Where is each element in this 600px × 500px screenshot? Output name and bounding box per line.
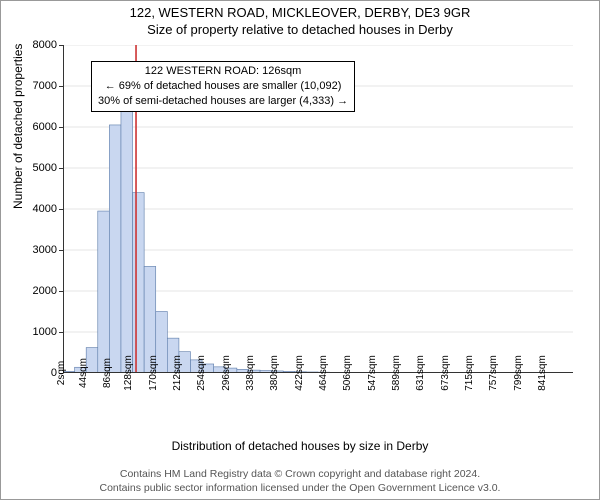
x-tick-label: 757sqm bbox=[484, 355, 499, 391]
x-tick-label: 380sqm bbox=[265, 355, 280, 391]
x-tick-label: 170sqm bbox=[144, 355, 159, 391]
annotation-box: 122 WESTERN ROAD: 126sqm ← 69% of detach… bbox=[91, 61, 355, 112]
footer-line1: Contains HM Land Registry data © Crown c… bbox=[1, 467, 599, 481]
y-axis-label: Number of detached properties bbox=[11, 44, 25, 209]
x-tick-label: 2sqm bbox=[52, 361, 67, 385]
x-tick-label: 506sqm bbox=[338, 355, 353, 391]
chart-title-line1: 122, WESTERN ROAD, MICKLEOVER, DERBY, DE… bbox=[1, 5, 599, 20]
x-tick-label: 673sqm bbox=[436, 355, 451, 391]
x-tick-label: 464sqm bbox=[314, 355, 329, 391]
footer: Contains HM Land Registry data © Crown c… bbox=[1, 467, 599, 495]
x-tick-label: 589sqm bbox=[387, 355, 402, 391]
x-tick-label: 631sqm bbox=[411, 355, 426, 391]
x-tick-label: 86sqm bbox=[98, 358, 113, 388]
x-tick-label: 44sqm bbox=[73, 358, 88, 388]
annotation-line3: 30% of semi-detached houses are larger (… bbox=[98, 94, 348, 109]
annotation-line1: 122 WESTERN ROAD: 126sqm bbox=[98, 64, 348, 79]
x-tick-label: 296sqm bbox=[217, 355, 232, 391]
x-tick-label: 715sqm bbox=[460, 355, 475, 391]
x-tick-label: 254sqm bbox=[192, 355, 207, 391]
footer-line2: Contains public sector information licen… bbox=[1, 481, 599, 495]
annotation-line2: ← 69% of detached houses are smaller (10… bbox=[98, 79, 348, 94]
x-axis-label: Distribution of detached houses by size … bbox=[1, 439, 599, 453]
x-tick-label: 212sqm bbox=[168, 355, 183, 391]
x-tick-label: 547sqm bbox=[363, 355, 378, 391]
x-tick-label: 841sqm bbox=[533, 355, 548, 391]
x-tick-label: 338sqm bbox=[241, 355, 256, 391]
x-tick-label: 799sqm bbox=[509, 355, 524, 391]
x-tick-label: 422sqm bbox=[290, 355, 305, 391]
chart-title-line2: Size of property relative to detached ho… bbox=[1, 22, 599, 37]
x-tick-label: 128sqm bbox=[119, 355, 134, 391]
